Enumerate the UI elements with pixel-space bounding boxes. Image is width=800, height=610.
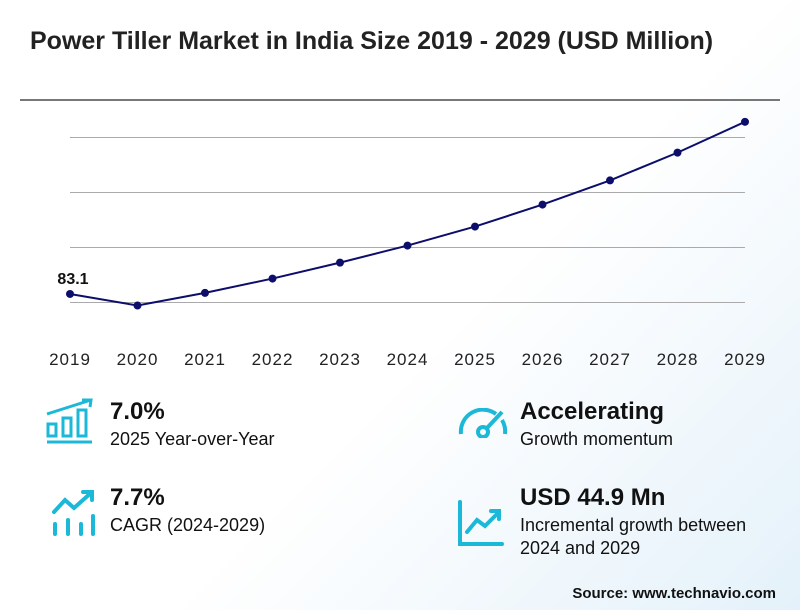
data-point (741, 117, 749, 126)
data-point (133, 301, 142, 310)
x-tick-label: 2022 (252, 350, 294, 369)
line-chart-icon (457, 500, 505, 553)
stat-label: CAGR (2024-2029) (110, 515, 266, 535)
stat-label: Incremental growth between 2024 and 2029 (520, 515, 747, 558)
chart-title: Power Tiller Market in India Size 2019 -… (30, 27, 714, 55)
stat-cagr: 7.7% CAGR (2024-2029) (110, 484, 265, 537)
stat-value: USD 44.9 Mn (520, 484, 666, 511)
speedometer-icon (458, 407, 508, 443)
data-point (606, 176, 614, 185)
data-point (403, 241, 412, 250)
data-label: 83.1 (57, 271, 88, 288)
source-text: Source: www.technavio.com (572, 585, 776, 602)
x-tick-label: 2019 (49, 350, 91, 369)
x-tick-label: 2020 (117, 350, 159, 369)
data-point (471, 222, 479, 231)
x-tick-label: 2023 (319, 350, 361, 369)
x-tick-label: 2024 (387, 350, 429, 369)
stat-label: Growth momentum (520, 429, 674, 449)
data-point (538, 200, 547, 209)
stat-value: Accelerating (520, 398, 665, 425)
stat-label: 2025 Year-over-Year (110, 429, 275, 449)
trend-bars-icon (52, 490, 98, 541)
stat-incremental: USD 44.9 Mn Incremental growth between 2… (520, 484, 750, 560)
data-point (268, 274, 277, 283)
x-tick-label: 2028 (657, 350, 699, 369)
bar-chart-growth-icon (46, 398, 94, 449)
stat-value: 7.7% (110, 484, 165, 511)
data-point (336, 258, 344, 267)
x-tick-label: 2027 (589, 350, 631, 369)
stat-value: 7.0% (110, 398, 165, 425)
x-tick-label: 2025 (454, 350, 496, 369)
x-tick-label: 2029 (724, 350, 766, 369)
x-tick-label: 2026 (522, 350, 564, 369)
stat-yoy: 7.0% 2025 Year-over-Year (110, 398, 274, 451)
stat-momentum: Accelerating Growth momentum (520, 398, 673, 451)
data-point (673, 148, 682, 157)
title-divider (20, 99, 780, 101)
line-chart: 2019 2020 2021 2022 2023 2024 2025 2026 2027 2028… (49, 117, 766, 369)
series-line (69, 120, 746, 307)
x-tick-label: 2021 (184, 350, 226, 369)
data-point (66, 289, 74, 298)
data-point (201, 288, 209, 297)
